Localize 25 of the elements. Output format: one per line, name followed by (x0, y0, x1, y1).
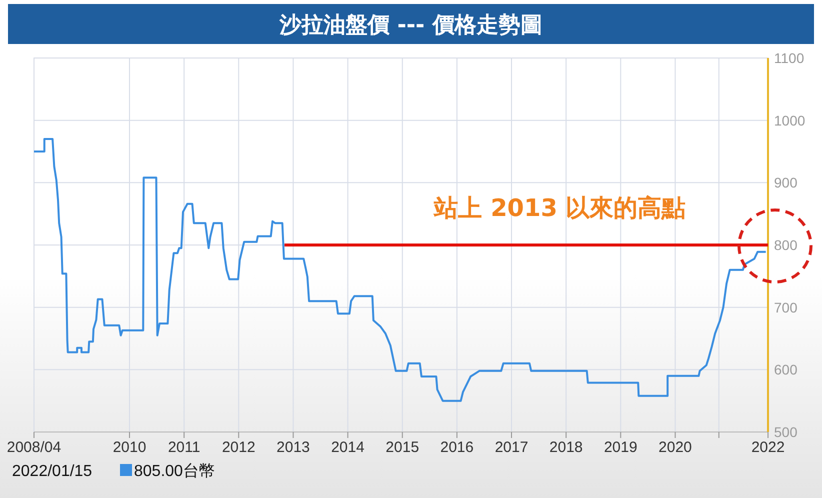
x-tick-label: 2011 (168, 439, 200, 456)
x-tick-label: 2017 (494, 439, 528, 456)
y-tick-label: 1000 (774, 112, 806, 128)
text: 805.00台幣 (134, 462, 215, 480)
x-tick-label: 2022 (751, 439, 785, 456)
x-tick-label: 2014 (331, 439, 364, 456)
x-tick-label: 2019 (604, 439, 638, 456)
y-tick-label: 600 (774, 362, 798, 378)
x-tick-label: 2015 (386, 439, 420, 456)
y-tick-label: 1100 (774, 50, 804, 66)
x-tick-label: 2013 (276, 439, 310, 456)
x-tick-label: 2012 (222, 439, 256, 456)
chart-title: 沙拉油盤價 --- 價格走勢圖 (278, 13, 542, 38)
x-tick-label: 2020 (658, 439, 692, 456)
x-tick-label: 2008/04 (6, 439, 62, 456)
text: 2022/01/15 (12, 463, 92, 480)
y-tick-label: 500 (774, 424, 798, 440)
x-tick-label: 2018 (549, 439, 583, 456)
x-tick-label: 2010 (112, 439, 146, 456)
annotation: 站上 2013 以來的高點 (433, 194, 686, 222)
y-tick-label: 900 (774, 174, 798, 191)
y-tick-label: 700 (774, 299, 798, 316)
y-tick-label: 800 (774, 237, 798, 253)
x-tick-label: 2016 (440, 439, 474, 456)
line-series (33, 138, 767, 402)
